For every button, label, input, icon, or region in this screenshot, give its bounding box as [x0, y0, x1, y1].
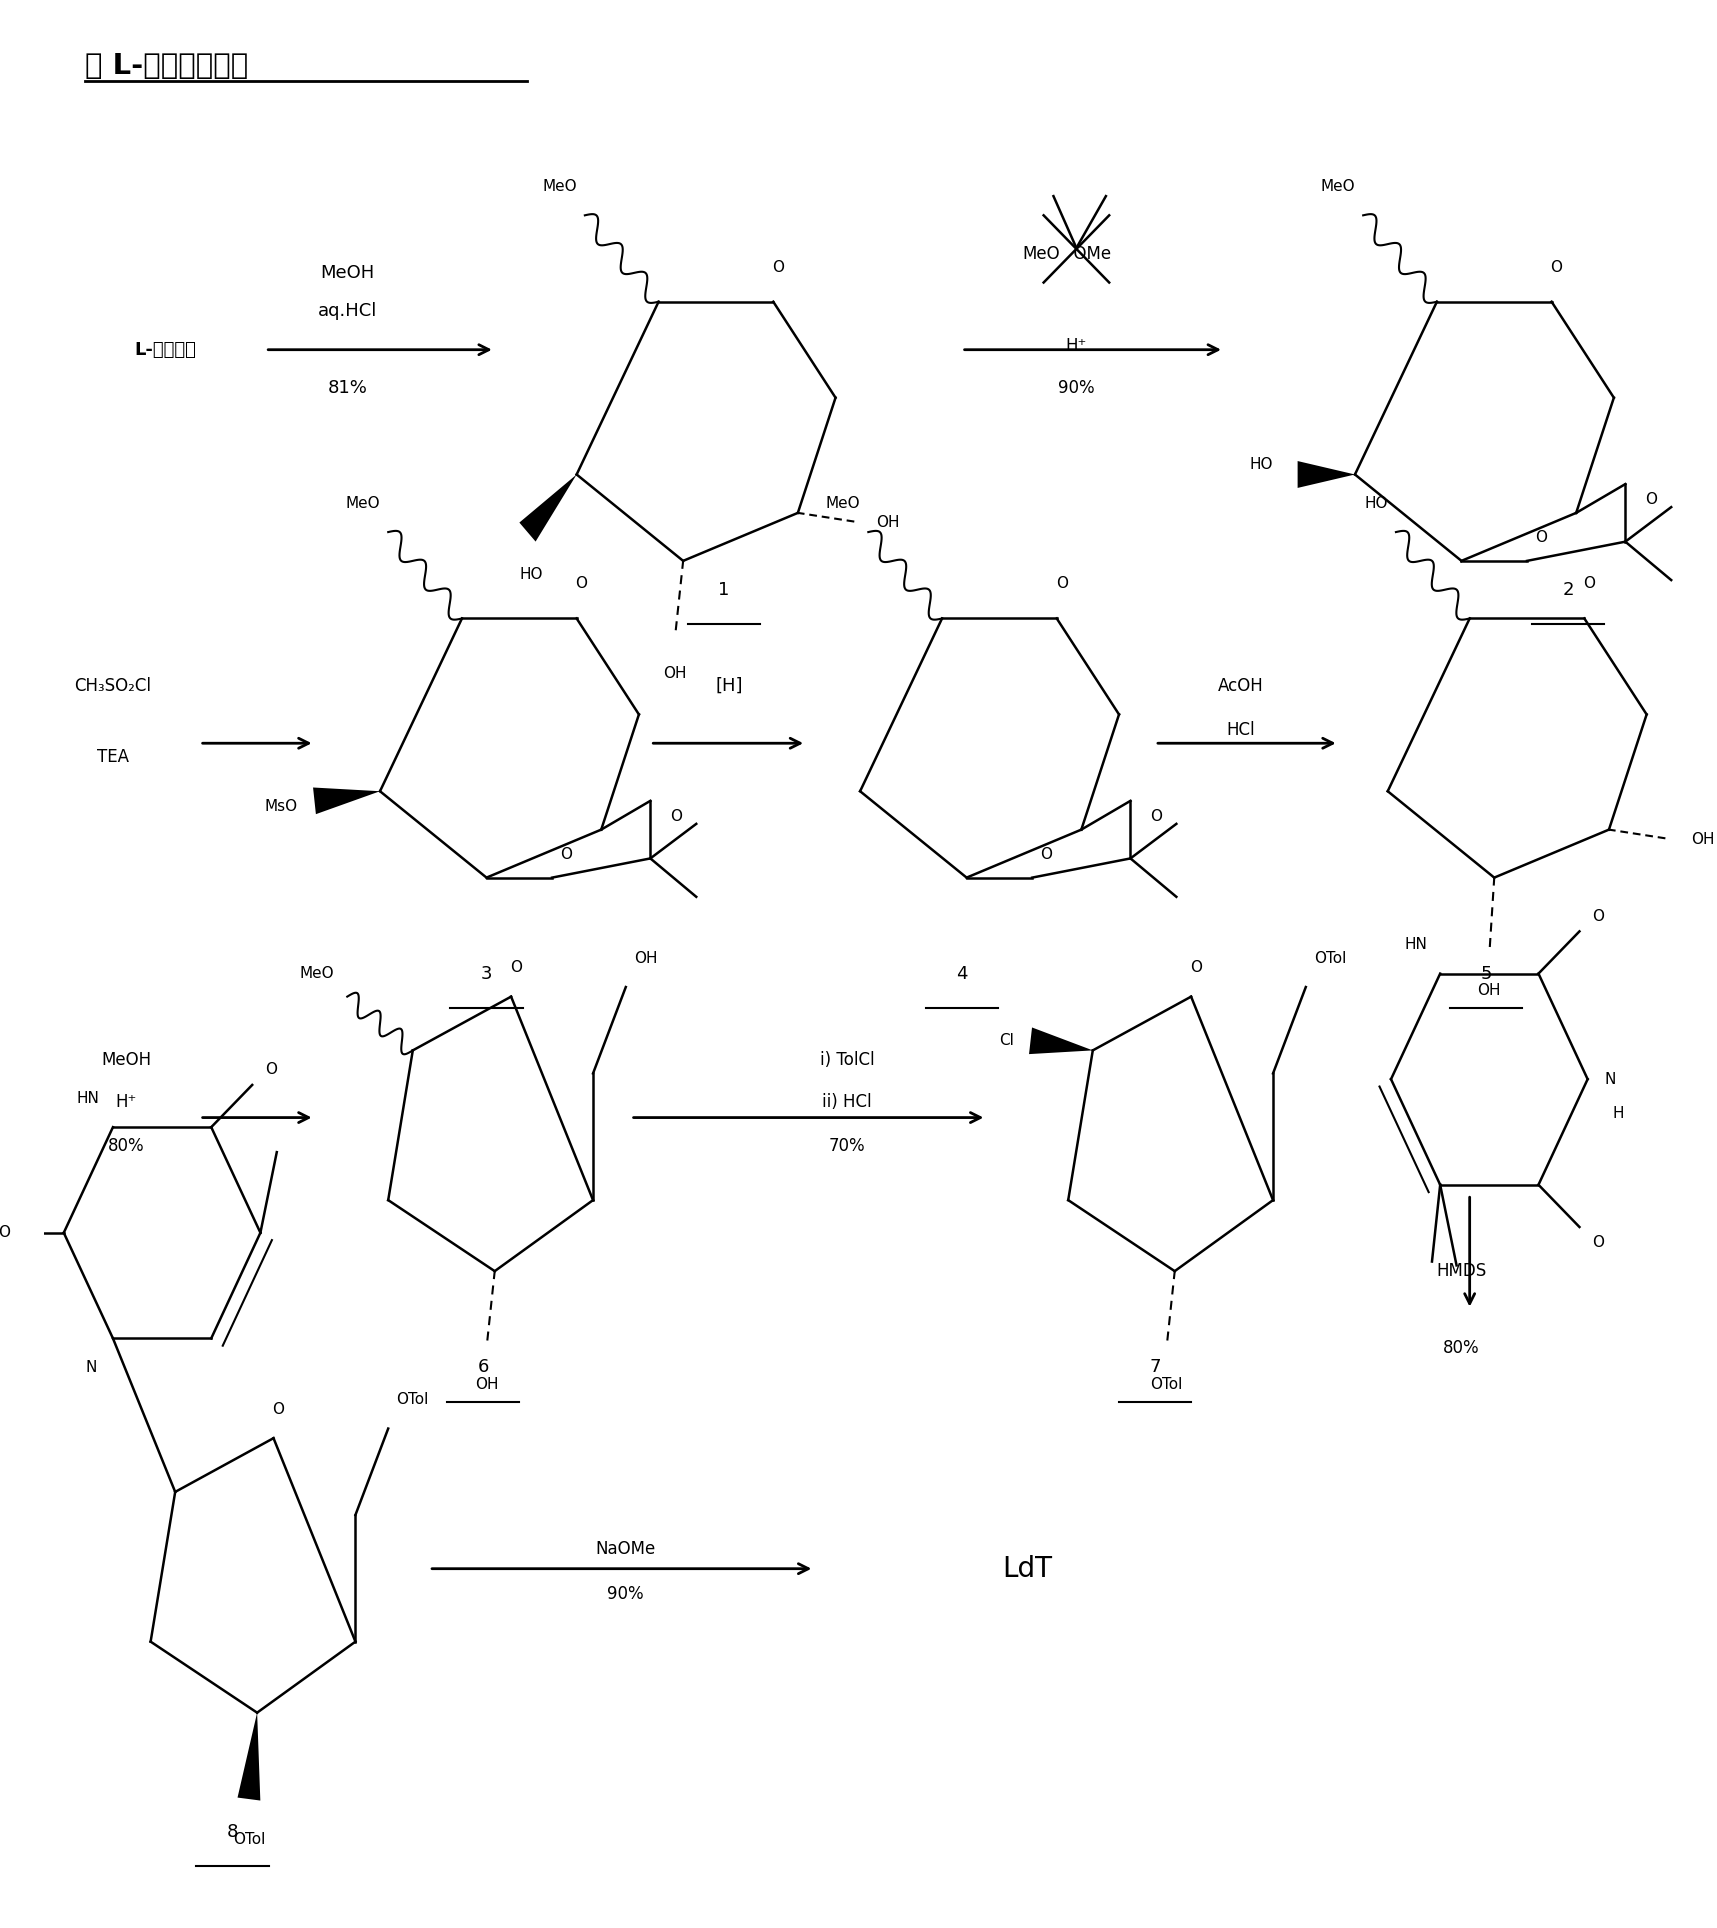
Polygon shape	[1028, 1028, 1092, 1055]
Text: O: O	[1550, 260, 1562, 274]
Text: OTol: OTol	[1150, 1377, 1183, 1392]
Text: HO: HO	[1250, 457, 1272, 472]
Text: O: O	[273, 1402, 285, 1417]
Text: Cl: Cl	[999, 1033, 1015, 1049]
Text: MeO: MeO	[345, 495, 379, 511]
Text: NaOMe: NaOMe	[596, 1540, 656, 1558]
Text: 70%: 70%	[829, 1138, 865, 1155]
Text: N: N	[1604, 1072, 1616, 1087]
Text: OH: OH	[1478, 983, 1501, 999]
Text: O: O	[1645, 492, 1657, 507]
Text: OH: OH	[876, 515, 900, 530]
Text: LdT: LdT	[1003, 1554, 1053, 1583]
Text: L-阿拉伯糖: L-阿拉伯糖	[134, 341, 196, 359]
Text: 80%: 80%	[108, 1138, 144, 1155]
Polygon shape	[1298, 461, 1355, 488]
Text: 90%: 90%	[1058, 380, 1095, 397]
Text: 3: 3	[481, 964, 493, 983]
Text: N: N	[86, 1359, 96, 1375]
Text: 90%: 90%	[608, 1585, 644, 1602]
Text: HCl: HCl	[1226, 721, 1255, 738]
Text: HN: HN	[1405, 937, 1427, 952]
Text: OMe: OMe	[1059, 245, 1111, 262]
Text: MeOH: MeOH	[101, 1051, 151, 1068]
Text: 81%: 81%	[328, 380, 367, 397]
Text: O: O	[1041, 846, 1053, 862]
Text: CH₃SO₂Cl: CH₃SO₂Cl	[74, 677, 151, 694]
Text: MeO: MeO	[299, 966, 335, 981]
Polygon shape	[519, 474, 577, 542]
Text: 2: 2	[1562, 580, 1574, 600]
Text: 从 L-阿拉伯糖开始: 从 L-阿拉伯糖开始	[86, 52, 249, 81]
Text: MeOH: MeOH	[319, 264, 374, 281]
Text: ii) HCl: ii) HCl	[822, 1093, 872, 1111]
Text: O: O	[773, 260, 785, 274]
Text: OH: OH	[634, 951, 658, 966]
Text: 8: 8	[227, 1822, 239, 1841]
Text: H⁺: H⁺	[115, 1093, 137, 1111]
Text: MsO: MsO	[264, 798, 299, 814]
Text: 4: 4	[956, 964, 967, 983]
Text: H: H	[1612, 1107, 1624, 1122]
Polygon shape	[312, 787, 379, 814]
Text: O: O	[575, 576, 587, 592]
Text: HMDS: HMDS	[1437, 1263, 1487, 1280]
Text: O: O	[1583, 576, 1595, 592]
Text: O: O	[1056, 576, 1068, 592]
Text: HN: HN	[77, 1091, 100, 1107]
Text: AcOH: AcOH	[1217, 677, 1264, 694]
Text: OTol: OTol	[397, 1392, 429, 1407]
Text: 6: 6	[477, 1357, 489, 1377]
Text: O: O	[1150, 808, 1162, 823]
Text: 80%: 80%	[1444, 1338, 1480, 1357]
Text: 5: 5	[1480, 964, 1492, 983]
Text: 1: 1	[718, 580, 730, 600]
Text: O: O	[1535, 530, 1547, 546]
Text: HO: HO	[1365, 495, 1387, 511]
Text: MeO: MeO	[1022, 245, 1059, 262]
Text: OTol: OTol	[1314, 951, 1346, 966]
Text: O: O	[1593, 1234, 1605, 1249]
Text: OH: OH	[1691, 831, 1714, 846]
Text: MeO: MeO	[1320, 179, 1355, 195]
Text: MeO: MeO	[543, 179, 577, 195]
Text: O: O	[510, 960, 522, 976]
Text: i) TolCl: i) TolCl	[819, 1051, 874, 1068]
Text: MeO: MeO	[826, 495, 860, 511]
Text: O: O	[670, 808, 682, 823]
Text: O: O	[560, 846, 572, 862]
Text: TEA: TEA	[96, 748, 129, 765]
Text: O: O	[266, 1062, 278, 1078]
Text: aq.HCl: aq.HCl	[318, 303, 378, 320]
Text: OH: OH	[476, 1377, 498, 1392]
Text: OH: OH	[663, 667, 687, 681]
Text: H⁺: H⁺	[1066, 337, 1087, 355]
Text: O: O	[1593, 908, 1605, 924]
Text: HO: HO	[519, 567, 543, 582]
Text: O: O	[0, 1226, 10, 1240]
Polygon shape	[237, 1712, 261, 1801]
Text: O: O	[1190, 960, 1202, 976]
Text: OTol: OTol	[234, 1832, 264, 1847]
Text: 7: 7	[1149, 1357, 1161, 1377]
Text: [H]: [H]	[716, 677, 743, 694]
